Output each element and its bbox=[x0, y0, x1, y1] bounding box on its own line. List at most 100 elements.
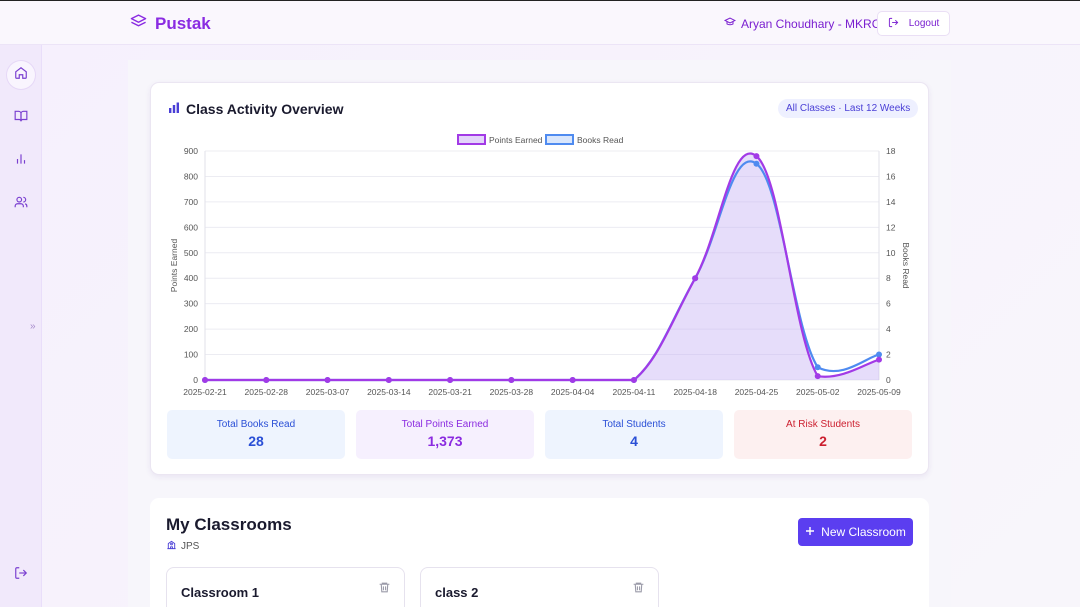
data-point-books-read bbox=[753, 160, 760, 167]
layers-icon bbox=[130, 13, 147, 35]
y-tick-label: 500 bbox=[184, 248, 198, 258]
x-tick-label: 2025-03-28 bbox=[490, 387, 534, 397]
users-icon bbox=[14, 195, 28, 214]
data-point-books-read bbox=[814, 364, 821, 371]
school-name: JPS bbox=[181, 540, 200, 552]
brand[interactable]: Pustak bbox=[130, 13, 211, 35]
stat-label: Total Points Earned bbox=[401, 419, 489, 430]
logout-icon bbox=[888, 17, 899, 31]
data-point-points-earned bbox=[263, 377, 270, 383]
sidebar-item-analytics[interactable] bbox=[7, 147, 35, 175]
graduation-cap-icon bbox=[723, 16, 737, 31]
y-tick-label: 600 bbox=[184, 222, 198, 232]
y-tick-label: 400 bbox=[184, 273, 198, 283]
logout-button[interactable]: Logout bbox=[877, 11, 950, 36]
stat-value: 2 bbox=[819, 433, 827, 449]
user-name: Aryan Choudhary - MKRC bbox=[741, 16, 881, 31]
x-tick-label: 2025-03-14 bbox=[367, 387, 411, 397]
data-point-points-earned bbox=[692, 275, 699, 282]
legend-label-points-earned: Points Earned bbox=[489, 135, 543, 145]
user-profile[interactable]: Aryan Choudhary - MKRC bbox=[723, 16, 881, 31]
card-title: Class Activity Overview bbox=[168, 101, 343, 117]
y2-tick-label: 0 bbox=[886, 375, 891, 385]
sidebar-logout[interactable] bbox=[7, 561, 35, 589]
stat-label: At Risk Students bbox=[786, 419, 860, 430]
plus-icon bbox=[805, 525, 815, 539]
bar-chart-icon bbox=[14, 152, 28, 171]
y2-axis-title: Books Read bbox=[901, 242, 911, 289]
data-point-books-read bbox=[876, 351, 882, 358]
y-tick-label: 100 bbox=[184, 350, 198, 360]
stat-at-risk: At Risk Students 2 bbox=[734, 410, 912, 459]
y2-tick-label: 10 bbox=[886, 248, 896, 258]
classroom-card[interactable]: Classroom 1 bbox=[166, 567, 405, 607]
classroom-card[interactable]: class 2 bbox=[420, 567, 659, 607]
classroom-name: class 2 bbox=[435, 585, 479, 600]
y2-tick-label: 6 bbox=[886, 299, 891, 309]
series-area-points-earned bbox=[205, 153, 879, 380]
activity-chart: 0 100 200 300 400 500 600 700 800 900 0 2 4 6 8 10 12 14 1… bbox=[169, 134, 911, 397]
data-point-points-earned bbox=[385, 377, 392, 383]
data-point-points-earned bbox=[508, 377, 515, 383]
stat-label: Total Students bbox=[602, 419, 666, 430]
x-tick-label: 2025-04-04 bbox=[551, 387, 595, 397]
stat-value: 28 bbox=[248, 433, 264, 449]
x-tick-label: 2025-04-18 bbox=[673, 387, 717, 397]
x-tick-label: 2025-05-02 bbox=[796, 387, 840, 397]
data-point-points-earned bbox=[569, 377, 576, 383]
y-tick-label: 200 bbox=[184, 324, 198, 334]
y2-tick-label: 2 bbox=[886, 350, 891, 360]
sidebar: » bbox=[0, 45, 42, 607]
new-classroom-button[interactable]: New Classroom bbox=[798, 518, 913, 546]
new-classroom-label: New Classroom bbox=[821, 525, 906, 539]
filter-chip[interactable]: All Classes · Last 12 Weeks bbox=[778, 99, 919, 118]
x-tick-label: 2025-02-28 bbox=[245, 387, 289, 397]
series-line-points-earned bbox=[205, 152, 880, 382]
logout-icon bbox=[14, 566, 28, 585]
stat-label: Total Books Read bbox=[216, 419, 296, 430]
stat-total-books: Total Books Read 28 bbox=[167, 410, 345, 459]
logout-label: Logout bbox=[908, 18, 940, 29]
trash-icon[interactable] bbox=[378, 581, 391, 599]
class-activity-card: 0 100 200 300 400 500 600 700 800 900 0 2 4 6 8 10 12 14 1… bbox=[150, 82, 929, 475]
y2-tick-label: 14 bbox=[886, 197, 896, 207]
y2-tick-label: 18 bbox=[886, 146, 896, 156]
x-tick-label: 2025-03-21 bbox=[428, 387, 472, 397]
brand-name: Pustak bbox=[155, 14, 211, 33]
y-tick-label: 0 bbox=[193, 375, 198, 385]
y-tick-label: 300 bbox=[184, 299, 198, 309]
legend-swatch-books-read bbox=[545, 134, 574, 145]
y2-tick-label: 12 bbox=[886, 222, 896, 232]
y2-tick-label: 16 bbox=[886, 171, 896, 181]
bar-chart-icon bbox=[168, 101, 180, 117]
card-title-text: Class Activity Overview bbox=[186, 101, 344, 117]
sidebar-item-books[interactable] bbox=[7, 104, 35, 132]
stat-value: 4 bbox=[630, 433, 638, 449]
home-icon bbox=[14, 66, 28, 85]
book-icon bbox=[14, 109, 28, 128]
classroom-name: Classroom 1 bbox=[181, 585, 260, 600]
x-tick-label: 2025-04-25 bbox=[735, 387, 779, 397]
data-point-points-earned bbox=[324, 377, 331, 383]
stat-total-students: Total Students 4 bbox=[545, 410, 723, 459]
data-point-points-earned bbox=[630, 377, 637, 383]
school-icon bbox=[166, 539, 177, 553]
y-tick-label: 900 bbox=[184, 146, 198, 156]
sidebar-expand-button[interactable]: » bbox=[30, 321, 36, 332]
y2-tick-label: 4 bbox=[886, 324, 891, 334]
trash-icon[interactable] bbox=[632, 581, 645, 599]
y-tick-label: 800 bbox=[184, 171, 198, 181]
x-tick-label: 2025-03-07 bbox=[306, 387, 350, 397]
sidebar-item-home[interactable] bbox=[7, 61, 35, 89]
y2-tick-label: 8 bbox=[886, 273, 891, 283]
section-title: My Classrooms bbox=[166, 515, 292, 534]
legend-swatch-points-earned bbox=[457, 134, 486, 145]
stat-total-points: Total Points Earned 1,373 bbox=[356, 410, 534, 459]
x-tick-label: 2025-04-11 bbox=[612, 387, 655, 397]
sidebar-item-students[interactable] bbox=[7, 190, 35, 218]
y-axis-title: Points Earned bbox=[169, 239, 179, 293]
data-point-points-earned bbox=[202, 377, 208, 383]
stat-value: 1,373 bbox=[427, 433, 463, 449]
data-point-points-earned bbox=[753, 153, 760, 160]
school-label: JPS bbox=[166, 539, 199, 553]
